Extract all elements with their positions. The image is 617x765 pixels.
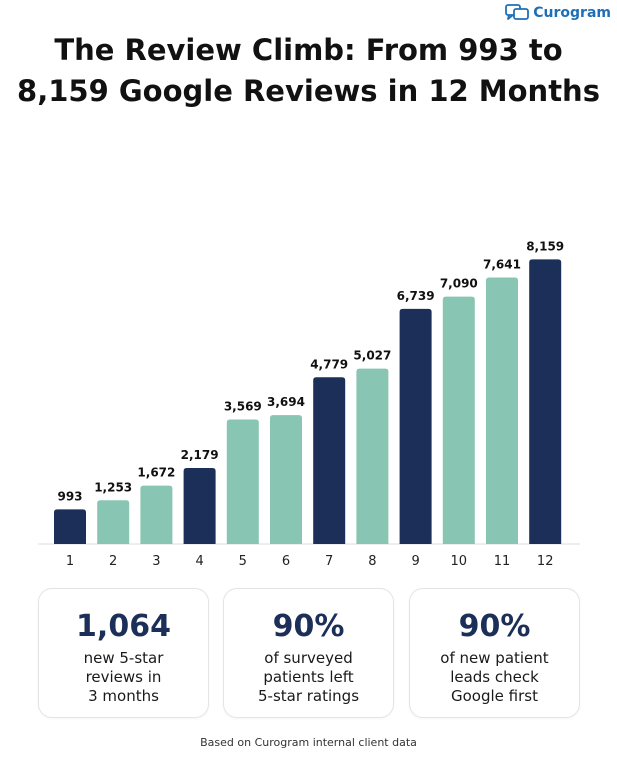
- bar-month-10: [442, 296, 475, 544]
- bar-month-7: [313, 377, 346, 544]
- bar-value-label: 3,694: [267, 395, 305, 409]
- bar-month-12: [529, 259, 562, 544]
- stat-line: new 5-star: [83, 649, 164, 667]
- stat-line: 3 months: [88, 687, 159, 705]
- stat-card-surveyed: 90% of surveyed patients left 5-star rat…: [223, 588, 394, 718]
- x-tick-label: 3: [152, 554, 160, 569]
- bar-month-4: [183, 467, 216, 544]
- bar-month-8: [356, 368, 389, 544]
- stat-card-reviews: 1,064 new 5-star reviews in 3 months: [38, 588, 209, 718]
- chart-title: The Review Climb: From 993 to 8,159 Goog…: [0, 30, 617, 112]
- bar-value-label: 5,027: [353, 349, 391, 363]
- stat-description: new 5-star reviews in 3 months: [49, 649, 199, 706]
- chart-title-line-1: The Review Climb: From 993 to: [54, 33, 563, 67]
- stat-line: 5-star ratings: [257, 687, 360, 705]
- stat-line: leads check: [450, 668, 539, 686]
- x-tick-label: 11: [494, 554, 511, 569]
- bar-month-5: [226, 419, 259, 544]
- bar-value-label: 1,253: [94, 480, 132, 494]
- stat-line: of surveyed: [264, 649, 353, 667]
- bar-value-label: 4,779: [310, 357, 348, 371]
- x-tick-label: 4: [195, 554, 203, 569]
- bar-month-9: [399, 308, 432, 544]
- stat-value: 1,064: [76, 609, 171, 644]
- bar-value-label: 6,739: [397, 289, 435, 303]
- bar-value-label: 7,641: [483, 257, 521, 271]
- x-tick-label: 12: [537, 554, 554, 569]
- bar-value-label: 3,569: [224, 400, 262, 414]
- stat-line: reviews in: [85, 668, 162, 686]
- bar-month-2: [97, 500, 130, 544]
- brand-logo: Curogram: [505, 4, 611, 22]
- bar-month-1: [54, 509, 86, 544]
- stat-value: 90%: [458, 609, 531, 644]
- stat-cards: 1,064 new 5-star reviews in 3 months 90%…: [38, 588, 580, 718]
- bar-month-11: [486, 277, 518, 544]
- bar-month-6: [270, 415, 302, 544]
- x-tick-label: 7: [325, 554, 333, 569]
- footnote: Based on Curogram internal client data: [200, 736, 417, 749]
- x-tick-label: 5: [239, 554, 247, 569]
- chat-bubbles-icon: [505, 4, 530, 20]
- bar-value-label: 993: [57, 489, 82, 503]
- stat-line: patients left: [263, 668, 354, 686]
- bar-value-label: 2,179: [181, 448, 219, 462]
- x-tick-label: 2: [109, 554, 117, 569]
- x-tick-label: 9: [411, 554, 419, 569]
- chart-title-line-2: 8,159 Google Reviews in 12 Months: [17, 74, 600, 108]
- stat-line: of new patient: [440, 649, 549, 667]
- bar-chart: 993 1 1,253 2 1,672 3 2,179 4 3,569 5 3,694 6 4,779 7…: [38, 239, 580, 569]
- bar-value-label: 7,090: [440, 277, 478, 291]
- x-tick-label: 8: [368, 554, 376, 569]
- brand-name: Curogram: [533, 5, 611, 21]
- bar-month-3: [140, 485, 173, 544]
- stat-description: of new patient leads check Google first: [420, 649, 570, 706]
- stat-line: Google first: [451, 687, 538, 705]
- stat-description: of surveyed patients left 5-star ratings: [234, 649, 384, 706]
- x-tick-label: 6: [282, 554, 290, 569]
- bar-value-label: 8,159: [526, 239, 564, 253]
- x-tick-label: 1: [66, 554, 74, 569]
- stat-value: 90%: [272, 609, 345, 644]
- bar-value-label: 1,672: [137, 466, 175, 480]
- x-tick-label: 10: [451, 554, 468, 569]
- stat-card-leads: 90% of new patient leads check Google fi…: [409, 588, 580, 718]
